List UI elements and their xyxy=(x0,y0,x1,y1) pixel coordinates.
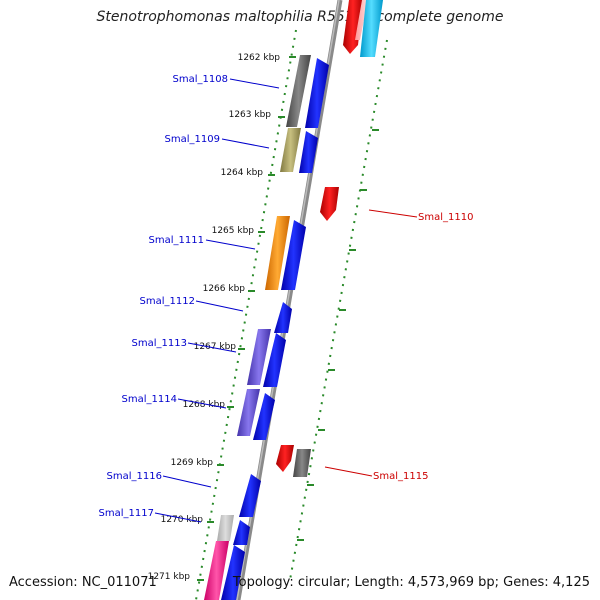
scale-tick-label: 1266 kbp xyxy=(203,284,246,294)
scale-tick-marks xyxy=(197,56,379,581)
gene-label-smal-1117: Smal_1117 xyxy=(99,508,154,519)
scale-tick-label: 1262 kbp xyxy=(238,53,281,63)
gene-label-smal-1110: Smal_1110 xyxy=(418,212,473,223)
gene-label-smal-1108: Smal_1108 xyxy=(173,74,228,85)
reverse-gene-arrow xyxy=(343,0,363,54)
gray-feature-block xyxy=(286,55,311,127)
scale-tick-label: 1265 kbp xyxy=(212,226,255,236)
forward-gene-arrow xyxy=(233,520,250,545)
left-dotted-track xyxy=(195,29,297,600)
scale-tick-label: 1267 kbp xyxy=(194,342,237,352)
scale-tick-label: 1269 kbp xyxy=(171,458,214,468)
reverse-gene-arrow xyxy=(276,445,294,472)
pale-red-feature-block xyxy=(355,0,368,40)
forward-gene-arrow xyxy=(299,131,318,173)
gene-label-smal-1115: Smal_1115 xyxy=(373,471,428,482)
scale-tick-label: 1270 kbp xyxy=(161,515,204,525)
gene-label-smal-1116: Smal_1116 xyxy=(107,471,162,482)
purple-feature-block xyxy=(247,329,271,385)
forward-gene-arrow xyxy=(263,333,286,387)
gene-label-smal-1109: Smal_1109 xyxy=(165,134,220,145)
forward-gene-arrow xyxy=(281,220,306,290)
gene-leader-lines xyxy=(154,78,418,523)
gene-label-smal-1113: Smal_1113 xyxy=(132,338,187,349)
forward-gene-arrow xyxy=(221,545,245,600)
gene-label-smal-1112: Smal_1112 xyxy=(140,296,195,307)
olive-feature-block xyxy=(280,128,301,172)
gray-feature-block xyxy=(293,449,311,477)
orange-feature-block xyxy=(265,216,290,290)
topology-text: Topology: circular; Length: 4,573,969 bp… xyxy=(232,575,590,590)
scale-tick-label: 1264 kbp xyxy=(221,168,264,178)
forward-gene-arrow xyxy=(239,474,261,517)
cyan-feature-block xyxy=(360,0,383,57)
gene-label-smal-1111: Smal_1111 xyxy=(149,235,204,246)
forward-gene-arrow xyxy=(253,393,275,440)
purple-feature-block xyxy=(237,389,260,436)
gene-label-smal-1114: Smal_1114 xyxy=(122,394,177,405)
forward-gene-arrow xyxy=(274,302,292,333)
pink-feature-block xyxy=(204,541,229,600)
reverse-gene-arrow xyxy=(320,187,339,221)
light-gray-feature-block xyxy=(217,515,234,541)
scale-tick-label: 1271 kbp xyxy=(148,572,191,582)
forward-gene-arrow xyxy=(305,58,329,128)
genome-title: Stenotrophomonas maltophilia R551-3, com… xyxy=(96,9,504,25)
scale-tick-label: 1263 kbp xyxy=(229,110,272,120)
scale-tick-label: 1268 kbp xyxy=(183,400,226,410)
accession-text: Accession: NC_011071 xyxy=(9,575,157,590)
right-dotted-track xyxy=(289,39,388,581)
